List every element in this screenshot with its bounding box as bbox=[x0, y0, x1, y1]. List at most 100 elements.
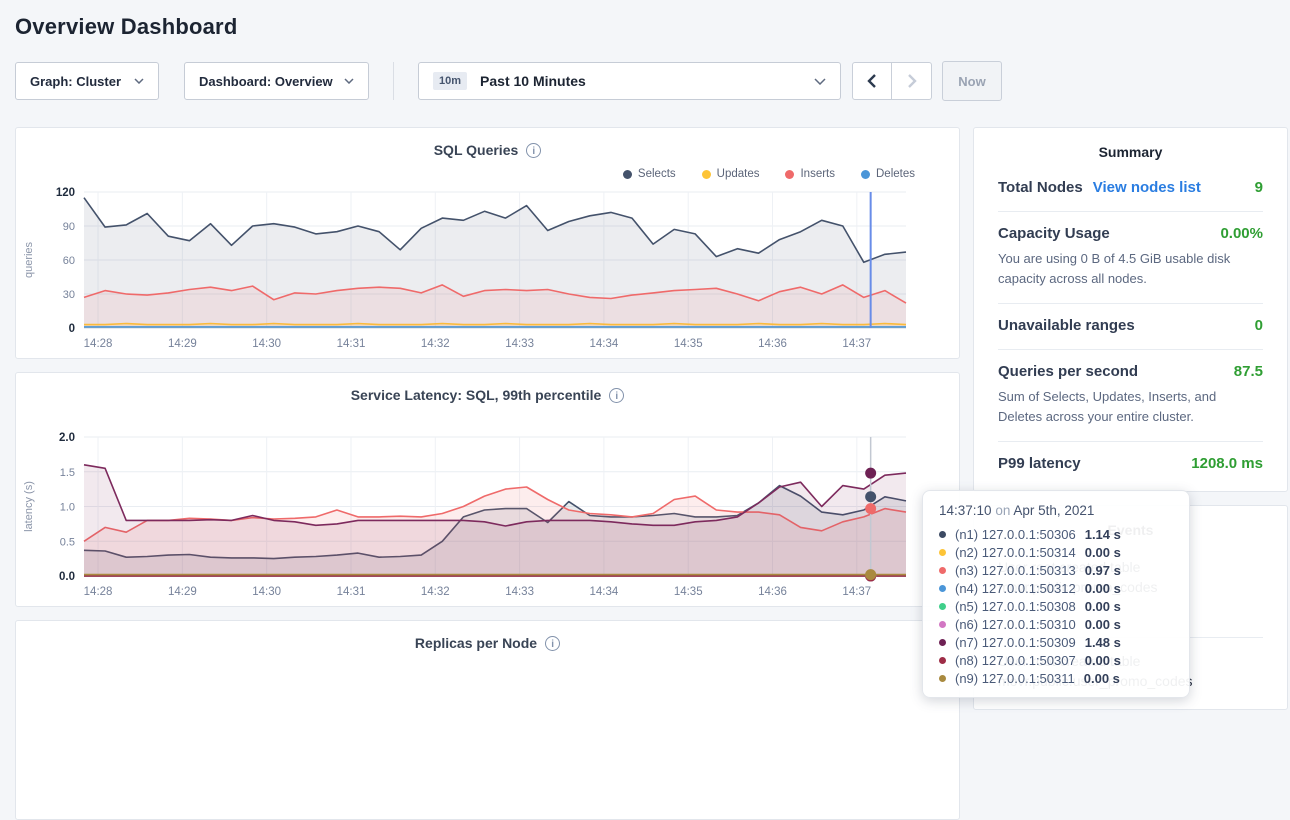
svg-text:14:28: 14:28 bbox=[84, 338, 113, 350]
node-latency-value: 0.00 s bbox=[1085, 545, 1121, 560]
chart-title: Service Latency: SQL, 99th percentile i bbox=[16, 387, 959, 403]
chart-legend: SelectsUpdatesInsertsDeletes bbox=[16, 168, 959, 180]
summary-row-queries-per-second: Queries per second 87.5 Sum of Selects, … bbox=[998, 349, 1263, 441]
svg-text:14:35: 14:35 bbox=[674, 586, 703, 598]
summary-label: Capacity Usage bbox=[998, 225, 1110, 242]
summary-label: Queries per second bbox=[998, 363, 1138, 380]
dashboard-controls: Graph: Cluster Dashboard: Overview 10m P… bbox=[15, 62, 1290, 100]
node-latency-value: 0.00 s bbox=[1084, 671, 1120, 686]
info-icon[interactable]: i bbox=[526, 143, 541, 158]
svg-text:2.0: 2.0 bbox=[59, 432, 75, 444]
node-color-dot bbox=[939, 621, 946, 628]
divider bbox=[393, 62, 394, 100]
node-latency-value: 1.48 s bbox=[1085, 635, 1121, 650]
svg-text:1.5: 1.5 bbox=[60, 467, 75, 479]
svg-text:14:34: 14:34 bbox=[590, 338, 619, 350]
node-address: (n9) 127.0.0.1:50311 bbox=[955, 671, 1075, 686]
svg-text:120: 120 bbox=[56, 187, 75, 199]
summary-value: 0.00% bbox=[1220, 225, 1263, 242]
node-color-dot bbox=[939, 603, 946, 610]
svg-text:14:30: 14:30 bbox=[252, 338, 281, 350]
dashboard-dropdown-label: Dashboard: Overview bbox=[199, 74, 333, 89]
svg-text:0: 0 bbox=[69, 323, 75, 335]
svg-text:14:29: 14:29 bbox=[168, 338, 197, 350]
legend-item: Deletes bbox=[861, 168, 915, 180]
node-latency-value: 1.14 s bbox=[1085, 527, 1121, 542]
summary-panel: Summary Total Nodes View nodes list 9 Ca… bbox=[973, 127, 1288, 492]
svg-text:60: 60 bbox=[63, 255, 75, 267]
legend-color-dot bbox=[785, 170, 794, 179]
svg-text:14:35: 14:35 bbox=[674, 338, 703, 350]
chart-title: SQL Queries i bbox=[16, 142, 959, 158]
replicas-per-node-panel: Replicas per Node i bbox=[15, 620, 960, 820]
node-latency-value: 0.00 s bbox=[1085, 653, 1121, 668]
info-icon[interactable]: i bbox=[609, 388, 624, 403]
svg-text:14:28: 14:28 bbox=[84, 586, 113, 598]
now-button-label: Now bbox=[958, 74, 985, 89]
tooltip-row: (n6) 127.0.0.1:503100.00 s bbox=[939, 615, 1173, 633]
tooltip-rows: (n1) 127.0.0.1:503061.14 s(n2) 127.0.0.1… bbox=[939, 525, 1173, 687]
node-color-dot bbox=[939, 549, 946, 556]
chevron-down-icon bbox=[134, 78, 144, 84]
node-color-dot bbox=[939, 675, 946, 682]
legend-color-dot bbox=[702, 170, 711, 179]
legend-label: Selects bbox=[638, 168, 676, 180]
svg-text:14:33: 14:33 bbox=[505, 338, 534, 350]
sql-queries-panel: SQL Queries i SelectsUpdatesInsertsDelet… bbox=[15, 127, 960, 359]
legend-label: Deletes bbox=[876, 168, 915, 180]
svg-text:30: 30 bbox=[63, 289, 75, 301]
now-button[interactable]: Now bbox=[942, 61, 1002, 101]
info-icon[interactable]: i bbox=[545, 636, 560, 651]
service-latency-chart[interactable]: 0.00.51.01.52.014:2814:2914:3014:3114:32… bbox=[16, 429, 957, 606]
svg-text:14:29: 14:29 bbox=[168, 586, 197, 598]
node-latency-value: 0.97 s bbox=[1085, 563, 1121, 578]
svg-text:14:32: 14:32 bbox=[421, 586, 450, 598]
node-color-dot bbox=[939, 585, 946, 592]
sql-queries-chart[interactable]: 030609012014:2814:2914:3014:3114:3214:33… bbox=[16, 184, 957, 358]
previous-interval-button[interactable] bbox=[852, 62, 892, 100]
node-address: (n3) 127.0.0.1:50313 bbox=[955, 563, 1076, 578]
graph-scope-dropdown[interactable]: Graph: Cluster bbox=[15, 62, 159, 100]
tooltip-row: (n7) 127.0.0.1:503091.48 s bbox=[939, 633, 1173, 651]
summary-description: You are using 0 B of 4.5 GiB usable disk… bbox=[998, 249, 1263, 288]
summary-title: Summary bbox=[998, 144, 1263, 160]
summary-row-p99-latency: P99 latency 1208.0 ms bbox=[998, 441, 1263, 487]
node-latency-value: 0.00 s bbox=[1085, 617, 1121, 632]
summary-value: 1208.0 ms bbox=[1191, 455, 1263, 472]
summary-row-unavailable-ranges: Unavailable ranges 0 bbox=[998, 303, 1263, 349]
legend-color-dot bbox=[623, 170, 632, 179]
tooltip-row: (n9) 127.0.0.1:50311 0.00 s bbox=[939, 669, 1173, 687]
svg-text:14:30: 14:30 bbox=[252, 586, 281, 598]
chart-hover-tooltip: 14:37:10 on Apr 5th, 2021 (n1) 127.0.0.1… bbox=[922, 490, 1190, 698]
svg-text:14:36: 14:36 bbox=[758, 586, 787, 598]
node-color-dot bbox=[939, 531, 946, 538]
next-interval-button[interactable] bbox=[892, 62, 932, 100]
time-range-label: Past 10 Minutes bbox=[480, 73, 586, 89]
node-address: (n8) 127.0.0.1:50307 bbox=[955, 653, 1076, 668]
time-step-buttons bbox=[852, 62, 932, 100]
summary-label: Unavailable ranges bbox=[998, 317, 1135, 334]
page-title: Overview Dashboard bbox=[15, 14, 1290, 40]
view-nodes-list-link[interactable]: View nodes list bbox=[1093, 179, 1201, 196]
tooltip-row: (n5) 127.0.0.1:503080.00 s bbox=[939, 597, 1173, 615]
graph-scope-label: Graph: Cluster bbox=[30, 74, 121, 89]
node-color-dot bbox=[939, 567, 946, 574]
svg-text:14:32: 14:32 bbox=[421, 338, 450, 350]
tooltip-row: (n8) 127.0.0.1:50307 0.00 s bbox=[939, 651, 1173, 669]
legend-color-dot bbox=[861, 170, 870, 179]
time-range-dropdown[interactable]: 10m Past 10 Minutes bbox=[418, 62, 841, 100]
svg-text:0.0: 0.0 bbox=[59, 571, 75, 583]
summary-value: 0 bbox=[1255, 317, 1263, 334]
chevron-down-icon bbox=[344, 78, 354, 84]
node-latency-value: 0.00 s bbox=[1085, 581, 1121, 596]
tooltip-row: (n4) 127.0.0.1:50312 0.00 s bbox=[939, 579, 1173, 597]
service-latency-panel: Service Latency: SQL, 99th percentile i … bbox=[15, 372, 960, 607]
svg-text:14:37: 14:37 bbox=[842, 586, 871, 598]
dashboard-dropdown[interactable]: Dashboard: Overview bbox=[184, 62, 369, 100]
node-color-dot bbox=[939, 639, 946, 646]
dashboard-body: SQL Queries i SelectsUpdatesInsertsDelet… bbox=[15, 127, 1288, 820]
summary-description: Sum of Selects, Updates, Inserts, and De… bbox=[998, 387, 1263, 426]
legend-label: Updates bbox=[717, 168, 760, 180]
node-address: (n4) 127.0.0.1:50312 bbox=[955, 581, 1076, 596]
tooltip-row: (n3) 127.0.0.1:50313 0.97 s bbox=[939, 561, 1173, 579]
